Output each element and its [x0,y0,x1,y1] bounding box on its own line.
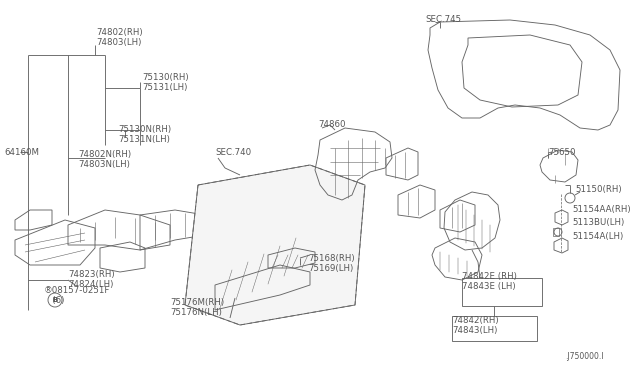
Text: 75130(RH)
75131(LH): 75130(RH) 75131(LH) [142,73,189,92]
Text: 51150(RH): 51150(RH) [575,185,621,194]
Text: 51154AA(RH): 51154AA(RH) [572,205,630,214]
Text: 74842E (RH)
74843E (LH): 74842E (RH) 74843E (LH) [462,272,517,291]
Text: SEC.740: SEC.740 [215,148,251,157]
Text: 74823(RH)
74824(LH): 74823(RH) 74824(LH) [68,270,115,289]
Text: 51154A(LH): 51154A(LH) [572,232,623,241]
Text: 74842(RH)
74843(LH): 74842(RH) 74843(LH) [452,316,499,336]
Text: 74860: 74860 [318,120,346,129]
Text: 75130N(RH)
75131N(LH): 75130N(RH) 75131N(LH) [118,125,171,144]
Text: ®08157-0251F
   (6): ®08157-0251F (6) [44,286,110,305]
Bar [553,228,559,236]
Text: 75650: 75650 [548,148,575,157]
Text: SEC.745: SEC.745 [425,15,461,24]
Bar [462,278,542,306]
Text: .J750000.I: .J750000.I [565,352,604,361]
Bar [452,316,537,341]
Text: 74802(RH)
74803(LH): 74802(RH) 74803(LH) [96,28,143,47]
Text: 75176M(RH)
75176N(LH): 75176M(RH) 75176N(LH) [170,298,224,317]
Polygon shape [185,165,365,325]
Text: 74802N(RH)
74803N(LH): 74802N(RH) 74803N(LH) [78,150,131,169]
Text: 75168(RH)
75169(LH): 75168(RH) 75169(LH) [308,254,355,273]
Text: B: B [52,297,58,303]
Text: 64160M: 64160M [4,148,39,157]
Text: 5113BU(LH): 5113BU(LH) [572,218,624,227]
